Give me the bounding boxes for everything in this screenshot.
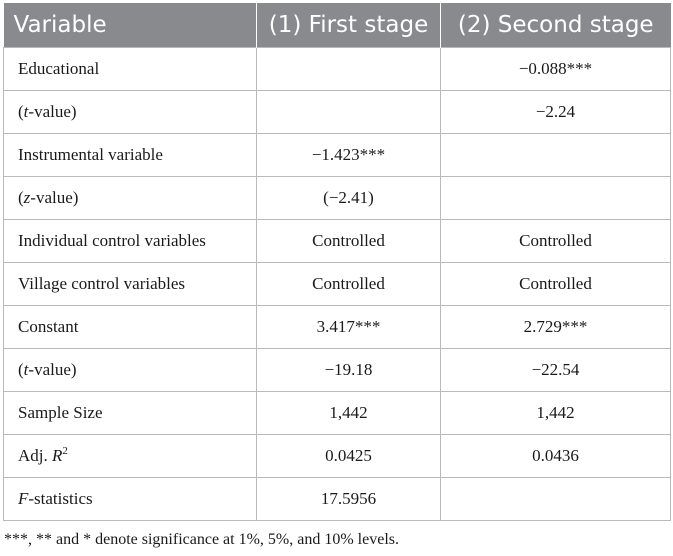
- table-row: Constant 3.417*** 2.729***: [3, 305, 671, 349]
- table-row: (t-value) −19.18 −22.54: [3, 348, 671, 392]
- first-stage-cell: [256, 90, 441, 134]
- row-label: Educational: [3, 47, 257, 91]
- table-footnote: ***, ** and * denote significance at 1%,…: [4, 531, 399, 548]
- row-label: Adj. R2: [3, 434, 257, 478]
- row-label-text: Educational: [18, 59, 100, 78]
- second-stage-cell: 0.0436: [440, 434, 671, 478]
- second-stage-cell: [440, 133, 671, 177]
- row-label-text: Instrumental variable: [18, 145, 163, 164]
- second-stage-cell: −0.088***: [440, 47, 671, 91]
- second-stage-cell: [440, 477, 671, 521]
- second-stage-cell: Controlled: [440, 262, 671, 306]
- table-row: Educational −0.088***: [3, 47, 671, 91]
- header-variable: Variable: [3, 3, 257, 48]
- second-stage-cell: 1,442: [440, 391, 671, 435]
- row-label-text: Village control variables: [18, 274, 186, 293]
- row-label-italic: R: [52, 446, 63, 465]
- header-second-stage: (2) Second stage: [440, 3, 671, 48]
- first-stage-cell: (−2.41): [256, 176, 441, 220]
- row-label-superscript: 2: [62, 445, 68, 457]
- row-label-italic: F: [18, 489, 29, 508]
- first-stage-cell: Controlled: [256, 219, 441, 263]
- row-label-italic: t: [23, 360, 29, 379]
- table-row: Village control variables Controlled Con…: [3, 262, 671, 306]
- header-first-stage: (1) First stage: [256, 3, 441, 48]
- row-label-italic: t: [23, 102, 29, 121]
- table-row: (z-value) (−2.41): [3, 176, 671, 220]
- first-stage-cell: 17.5956: [256, 477, 441, 521]
- row-label: Sample Size: [3, 391, 257, 435]
- row-label-prefix: (: [18, 102, 24, 121]
- first-stage-cell: Controlled: [256, 262, 441, 306]
- first-stage-cell: 1,442: [256, 391, 441, 435]
- row-label-prefix: (: [18, 188, 24, 207]
- second-stage-cell: [440, 176, 671, 220]
- table-row: Adj. R2 0.0425 0.0436: [3, 434, 671, 478]
- second-stage-cell: 2.729***: [440, 305, 671, 349]
- row-label: (z-value): [3, 176, 257, 220]
- table-row: Individual control variables Controlled …: [3, 219, 671, 263]
- table-header-row: Variable (1) First stage (2) Second stag…: [3, 3, 671, 48]
- row-label-text: Sample Size: [18, 403, 103, 422]
- row-label-italic: z: [23, 188, 31, 207]
- second-stage-cell: −22.54: [440, 348, 671, 392]
- table-row: Instrumental variable −1.423***: [3, 133, 671, 177]
- row-label-suffix: -value): [28, 360, 77, 379]
- regression-table-container: Variable (1) First stage (2) Second stag…: [3, 3, 671, 549]
- row-label: F-statistics: [3, 477, 257, 521]
- row-label: Village control variables: [3, 262, 257, 306]
- row-label-suffix: -value): [28, 102, 77, 121]
- first-stage-cell: −19.18: [256, 348, 441, 392]
- row-label-suffix: -statistics: [28, 489, 93, 508]
- row-label-prefix: (: [18, 360, 24, 379]
- row-label-suffix: -value): [30, 188, 79, 207]
- row-label-text: Individual control variables: [18, 231, 206, 250]
- first-stage-cell: −1.423***: [256, 133, 441, 177]
- regression-table: Variable (1) First stage (2) Second stag…: [3, 3, 671, 521]
- second-stage-cell: −2.24: [440, 90, 671, 134]
- row-label: Instrumental variable: [3, 133, 257, 177]
- row-label-prefix: Adj.: [18, 446, 52, 465]
- row-label: Constant: [3, 305, 257, 349]
- first-stage-cell: [256, 47, 441, 91]
- row-label: (t-value): [3, 348, 257, 392]
- row-label-text: Constant: [18, 317, 79, 336]
- table-row: (t-value) −2.24: [3, 90, 671, 134]
- table-row: F-statistics 17.5956: [3, 477, 671, 521]
- second-stage-cell: Controlled: [440, 219, 671, 263]
- row-label: Individual control variables: [3, 219, 257, 263]
- row-label: (t-value): [3, 90, 257, 134]
- first-stage-cell: 0.0425: [256, 434, 441, 478]
- first-stage-cell: 3.417***: [256, 305, 441, 349]
- table-row: Sample Size 1,442 1,442: [3, 391, 671, 435]
